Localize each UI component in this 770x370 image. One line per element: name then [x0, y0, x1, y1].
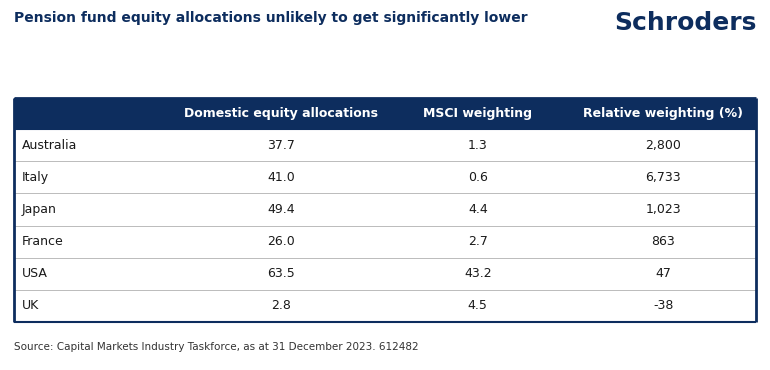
Text: 4.5: 4.5 [468, 299, 487, 312]
Text: 1.3: 1.3 [468, 139, 487, 152]
Text: USA: USA [22, 267, 48, 280]
Text: Schroders: Schroders [614, 11, 756, 35]
Bar [14, 226, 756, 258]
Text: Australia: Australia [22, 139, 77, 152]
Bar [14, 129, 756, 161]
Text: 0.6: 0.6 [468, 171, 487, 184]
Text: 43.2: 43.2 [464, 267, 491, 280]
Bar [14, 98, 756, 129]
Text: Source: Capital Markets Industry Taskforce, as at 31 December 2023. 612482: Source: Capital Markets Industry Taskfor… [14, 342, 418, 351]
Bar [14, 194, 756, 226]
Text: UK: UK [22, 299, 38, 312]
Bar [14, 161, 756, 194]
Text: -38: -38 [653, 299, 674, 312]
Text: 41.0: 41.0 [267, 171, 295, 184]
Text: Japan: Japan [22, 203, 56, 216]
Text: 47: 47 [655, 267, 671, 280]
Text: 2.8: 2.8 [271, 299, 291, 312]
Text: 2.7: 2.7 [468, 235, 487, 248]
Text: Relative weighting (%): Relative weighting (%) [584, 107, 743, 120]
Text: 63.5: 63.5 [267, 267, 295, 280]
Text: 2,800: 2,800 [645, 139, 681, 152]
Bar [14, 290, 756, 322]
Text: 863: 863 [651, 235, 675, 248]
Text: France: France [22, 235, 63, 248]
Text: 37.7: 37.7 [267, 139, 295, 152]
Text: Italy: Italy [22, 171, 49, 184]
Text: 4.4: 4.4 [468, 203, 487, 216]
Text: Pension fund equity allocations unlikely to get significantly lower: Pension fund equity allocations unlikely… [14, 11, 527, 25]
Text: 49.4: 49.4 [267, 203, 295, 216]
Text: 1,023: 1,023 [645, 203, 681, 216]
Text: 26.0: 26.0 [267, 235, 295, 248]
Text: MSCI weighting: MSCI weighting [424, 107, 532, 120]
Text: 6,733: 6,733 [645, 171, 681, 184]
Bar [14, 258, 756, 290]
Text: Domestic equity allocations: Domestic equity allocations [184, 107, 378, 120]
